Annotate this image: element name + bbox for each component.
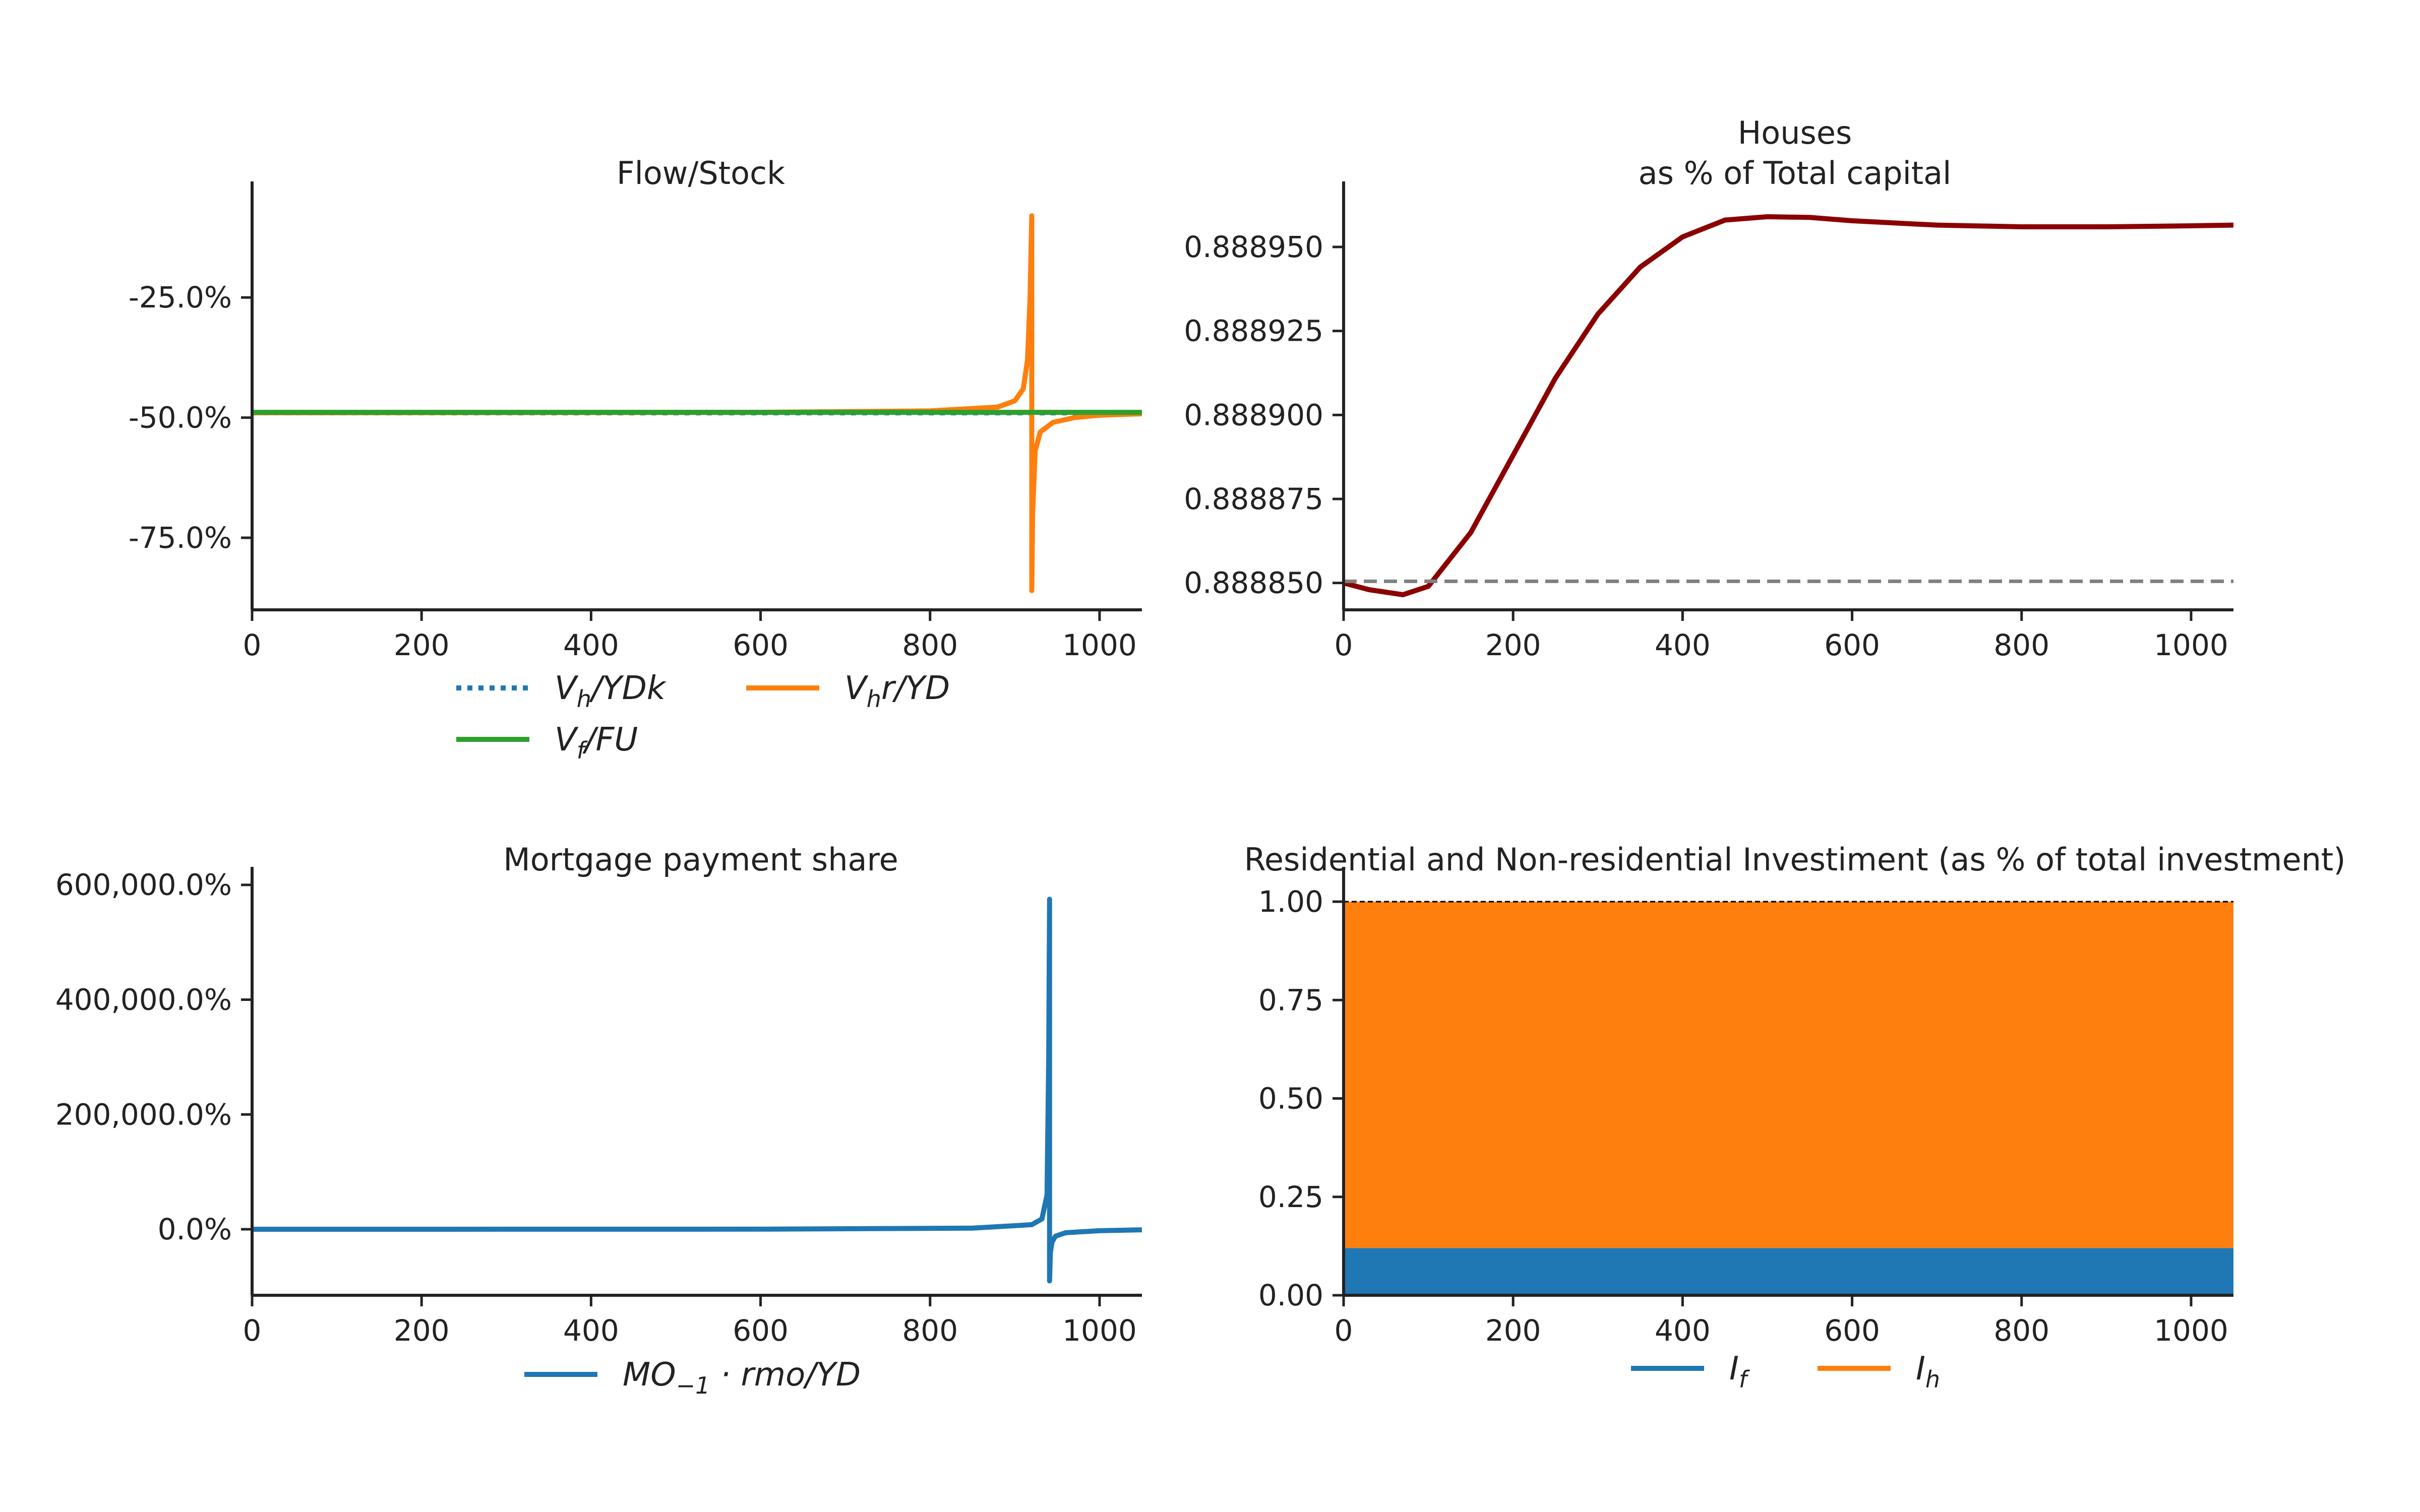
houses-y-tick-label: 0.888900 bbox=[1184, 398, 1323, 432]
investment-panel: Residential and Non-residential Investim… bbox=[1244, 841, 2346, 1393]
flow-stock-x-tick-label: 600 bbox=[733, 628, 789, 662]
investment-title: Residential and Non-residential Investim… bbox=[1244, 841, 2346, 878]
investment-legend-label: Ih bbox=[1916, 1350, 1940, 1393]
houses-plot-area bbox=[1344, 214, 2233, 597]
mortgage-share-y-tick-label: 600,000.0% bbox=[55, 868, 232, 902]
mortgage-share-series-0-line bbox=[252, 897, 1142, 1284]
investment-area-i-f bbox=[1344, 1248, 2233, 1295]
houses-x-tick-label: 600 bbox=[1824, 628, 1880, 662]
investment-y-tick-label: 0.00 bbox=[1258, 1278, 1323, 1312]
investment-x-tick-label: 0 bbox=[1335, 1313, 1353, 1348]
flow-stock-series-1-line bbox=[252, 213, 1142, 593]
houses-x-tick-label: 200 bbox=[1485, 628, 1541, 662]
investment-x-tick-label: 400 bbox=[1655, 1313, 1711, 1348]
houses-y-tick-label: 0.888950 bbox=[1184, 230, 1323, 264]
flow-stock-x-tick-label: 800 bbox=[902, 628, 958, 662]
flow-stock-x-tick-label: 0 bbox=[243, 628, 262, 662]
flow-stock-legend-label: Vf/FU bbox=[555, 721, 638, 764]
houses-x-tick-label: 800 bbox=[1993, 628, 2049, 662]
investment-plot-area bbox=[1344, 901, 2233, 1295]
flow-stock-plot-area bbox=[252, 213, 1142, 593]
investment-y-tick-label: 0.25 bbox=[1258, 1180, 1323, 1214]
houses-panel: Houses as % of Total capital 0 200 400 600 8… bbox=[1184, 114, 2233, 662]
mortgage-share-y-tick-label: 400,000.0% bbox=[55, 982, 232, 1017]
houses-x-tick-label: 400 bbox=[1655, 628, 1711, 662]
investment-x-tick-label: 200 bbox=[1485, 1313, 1541, 1348]
mortgage-share-legend-label: MO−1 · rmo/YD bbox=[623, 1356, 861, 1399]
mortgage-share-y-tick-label: 200,000.0% bbox=[55, 1097, 232, 1131]
mortgage-share-plot-area bbox=[252, 897, 1142, 1284]
flow-stock-legend-label: Vh/YDk bbox=[555, 670, 667, 713]
mortgage-share-x-tick-label: 0 bbox=[243, 1313, 262, 1348]
flow-stock-y-tick-label: -25.0% bbox=[129, 280, 232, 314]
investment-y-tick-label: 1.00 bbox=[1258, 885, 1323, 919]
investment-x-tick-label: 600 bbox=[1824, 1313, 1880, 1348]
flow-stock-x-tick-label: 400 bbox=[563, 628, 619, 662]
flow-stock-x-tick-label: 1000 bbox=[1062, 628, 1137, 662]
investment-y-tick-label: 0.50 bbox=[1258, 1082, 1323, 1116]
flow-stock-legend-label: Vhr/YD bbox=[844, 670, 950, 713]
flow-stock-title: Flow/Stock bbox=[617, 155, 785, 192]
mortgage-share-y-tick-label: 0.0% bbox=[158, 1212, 232, 1246]
flow-stock-panel: Flow/Stock 0 200 400 600 800 1000 -25.0% -50.0%… bbox=[129, 155, 1142, 764]
houses-y-tick-label: 0.888875 bbox=[1184, 482, 1323, 516]
investment-area-i-h bbox=[1344, 902, 2233, 1248]
houses-y-tick-label: 0.888850 bbox=[1184, 566, 1323, 600]
mortgage-share-title: Mortgage payment share bbox=[503, 841, 898, 878]
flow-stock-x-tick-label: 200 bbox=[394, 628, 450, 662]
mortgage-share-x-tick-label: 1000 bbox=[1062, 1313, 1137, 1348]
mortgage-share-x-tick-label: 800 bbox=[902, 1313, 958, 1348]
flow-stock-y-tick-label: -50.0% bbox=[129, 401, 232, 435]
flow-stock-y-tick-label: -75.0% bbox=[129, 521, 232, 555]
houses-x-tick-label: 1000 bbox=[2154, 628, 2228, 662]
investment-x-tick-label: 800 bbox=[1993, 1313, 2049, 1348]
houses-subtitle: as % of Total capital bbox=[1639, 155, 1952, 192]
houses-y-tick-label: 0.888925 bbox=[1184, 314, 1323, 348]
mortgage-share-x-tick-label: 600 bbox=[733, 1313, 789, 1348]
houses-title: Houses bbox=[1738, 114, 1852, 151]
houses-series-0-line bbox=[1344, 214, 2233, 597]
investment-x-tick-label: 1000 bbox=[2154, 1313, 2228, 1348]
mortgage-share-panel: Mortgage payment share 0 200 400 600 800 1000… bbox=[55, 841, 1142, 1399]
investment-y-tick-label: 0.75 bbox=[1258, 983, 1323, 1017]
mortgage-share-x-tick-label: 200 bbox=[394, 1313, 450, 1348]
mortgage-share-x-tick-label: 400 bbox=[563, 1313, 619, 1348]
houses-x-tick-label: 0 bbox=[1335, 628, 1353, 662]
